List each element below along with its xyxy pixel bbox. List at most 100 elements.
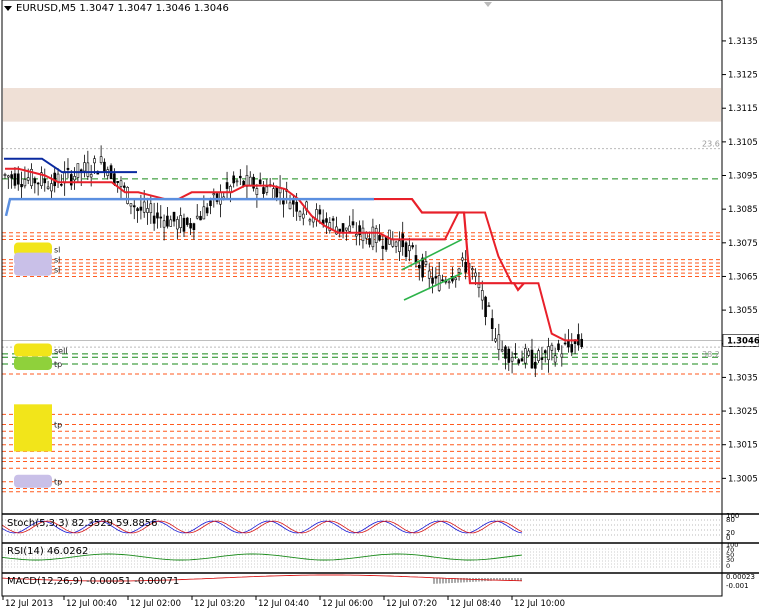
candle-body [46,186,50,189]
candle-body [69,174,73,186]
chart-menu-dropdown-icon[interactable] [4,6,12,11]
macd-histogram-bar [457,578,459,583]
candle-body [152,215,156,224]
rsi-label: RSI(14) 46.0262 [7,546,89,557]
candle-body [23,179,27,187]
candle-body [76,163,80,178]
macd-histogram-bar [466,578,468,583]
candle-body [126,187,129,204]
candle-body [83,162,86,172]
plot-frame [1,0,723,597]
candle-body [417,264,421,269]
stoch-label: Stoch(5,3,3) 82.3529 59.8856 [7,518,158,529]
time-tick-label: 12 Jul 00:40 [66,599,117,609]
candle-body [142,201,146,213]
candle-body [384,236,388,250]
level-lines [2,88,722,493]
candle-body [176,219,179,230]
candle-body [434,276,438,279]
candle-body [40,172,43,187]
candle-body [99,156,103,163]
candle-body [524,348,527,364]
candle-body [461,257,464,261]
price-tick-label: 1.3035 [728,373,758,383]
candle-body [119,180,123,187]
current-price-label: 1.3046 [727,336,759,346]
macd-histogram-bar [502,578,504,581]
candle-body [43,178,47,184]
macd-histogram-bar [454,578,456,583]
candle-body [149,203,153,214]
candle-body [533,361,537,369]
candle-body [225,182,229,189]
current-price-box [722,334,759,347]
channel-line-lower [403,272,463,301]
candle-body [510,357,514,362]
candle-body [378,235,381,241]
rsi-axis-label: 50 [726,551,734,559]
candle-body [338,228,342,232]
candle-body [411,245,414,248]
order-tag-highlight [14,474,52,488]
candle-body [507,348,511,363]
macd-axis-label: -0.001 [726,582,749,590]
macd-histogram-bar [517,578,519,581]
candle-body [550,344,554,351]
candle-body [504,346,507,359]
price-tick-label: 1.3005 [728,474,758,484]
candle-body [116,181,119,183]
order-tag-label: sell [54,346,68,355]
ohlc-values: 1.3047 1.3047 1.3046 1.3046 [79,3,229,14]
macd-histogram-bar [493,578,495,581]
rsi-axis-label: 100 [726,541,738,549]
candle-body [557,343,560,351]
candle-body [60,184,63,186]
rsi-line [1,553,523,561]
candle-body [255,188,259,195]
macd-histogram-bar [463,578,465,583]
candle-body [424,260,428,265]
candle-body [232,175,235,184]
candle-body [427,270,431,279]
candle-body [487,305,491,308]
macd-histogram-bar [445,578,447,584]
candle-body [351,221,355,226]
candle-body [7,175,10,178]
moving-average-line [4,197,374,217]
candle-body [235,180,239,183]
candle-body [345,227,348,231]
stoch-signal-line [1,520,523,534]
candle-body [484,296,487,318]
symbol-label: EURUSD,M5 [16,3,77,14]
supply-zone [3,88,721,122]
candle-body [86,162,90,177]
candle-body [547,346,550,361]
macd-histogram-bar [496,578,498,581]
price-tick-label: 1.3085 [728,205,758,215]
candle-body [391,239,395,247]
macd-histogram-bar [490,578,492,581]
candle-body [500,349,504,352]
macd-histogram-bar [511,578,513,581]
time-tick-label: 12 Jul 10:00 [514,599,565,609]
candle-body [239,175,242,179]
candle-body [192,223,196,230]
candle-body [13,173,17,186]
candle-body [537,350,540,361]
candle-body [36,182,40,185]
tp-block-highlight [14,404,52,452]
macd-histogram-bar [520,578,522,582]
candle-body [368,238,371,245]
stoch-axis-label: 100 [726,512,739,520]
candle-body [374,228,378,243]
candlestick-series [3,145,583,377]
candle-body [480,290,484,301]
candle-body [166,215,169,227]
time-tick-label: 12 Jul 06:00 [322,599,373,609]
candle-body [355,234,358,237]
candle-body [26,177,30,181]
